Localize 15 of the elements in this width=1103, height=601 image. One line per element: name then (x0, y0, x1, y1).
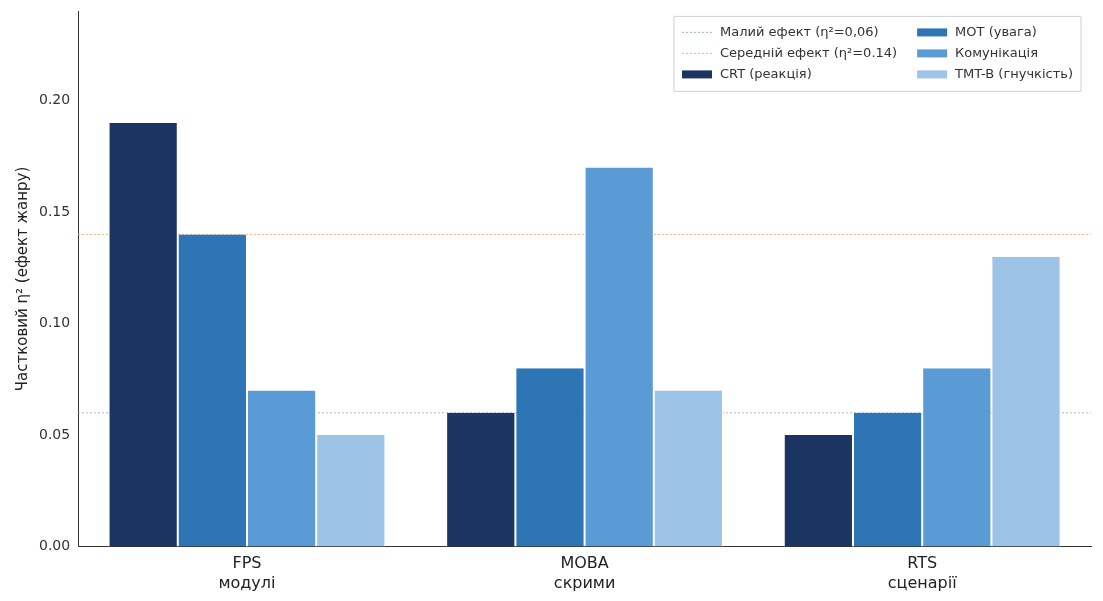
x-tick-label: RTS сценарії (887, 553, 958, 592)
y-tick-label: 0.15 (39, 202, 71, 219)
legend-label: CRT (реакція) (720, 65, 812, 81)
legend-label: Комунікація (955, 44, 1039, 60)
legend-label: Середній ефект (η²=0.14) (720, 44, 898, 60)
y-tick-label: 0.20 (39, 91, 71, 108)
y-axis-title: Частковий η² (ефект жанру) (12, 166, 31, 392)
x-tick-label: FPS модулі (218, 553, 276, 592)
legend-label: TMT-B (гнучкість) (954, 65, 1074, 81)
x-tick-label: MOBA скрими (553, 553, 616, 592)
legend-label: MOT (увага) (955, 23, 1037, 39)
y-tick-label: 0.10 (39, 314, 71, 331)
y-tick-label: 0.00 (39, 537, 71, 554)
y-tick-label: 0.05 (39, 425, 71, 442)
legend-label: Малий ефект (η²=0,06) (720, 23, 879, 39)
